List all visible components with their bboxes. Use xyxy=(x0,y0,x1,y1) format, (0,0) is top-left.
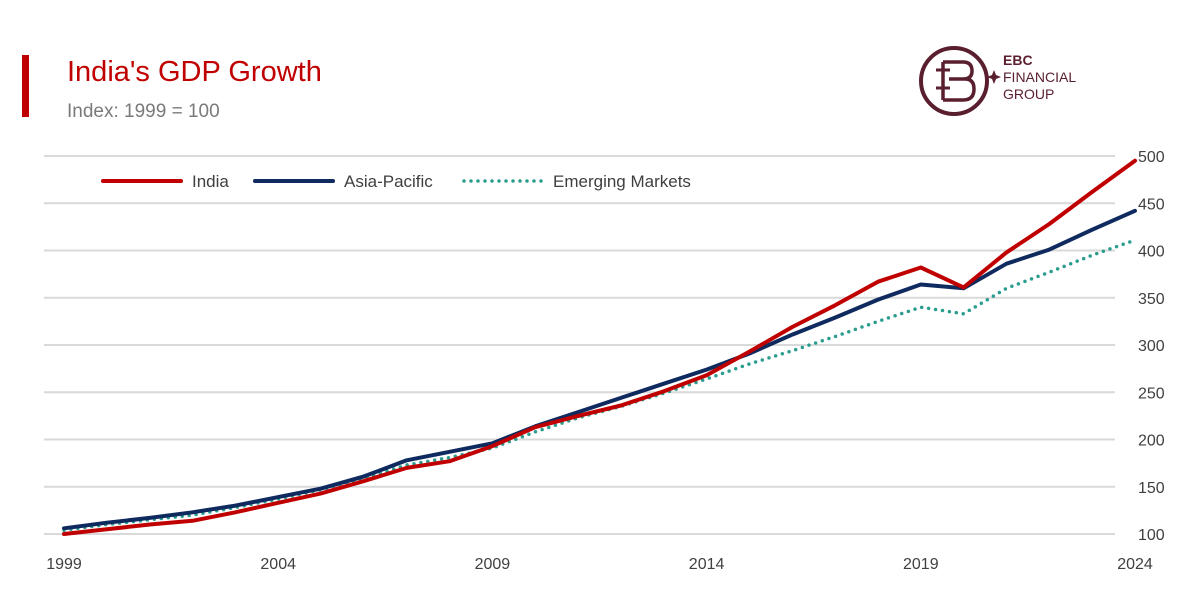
legend-label-india: India xyxy=(192,172,229,191)
logo-line-group: GROUP xyxy=(1003,86,1055,102)
legend-label-asia-pacific: Asia-Pacific xyxy=(344,172,433,191)
series-line-asia-pacific xyxy=(62,208,1137,531)
y-tick-label-100: 100 xyxy=(1138,527,1165,544)
series-line-india xyxy=(62,158,1137,536)
y-tick-label-300: 300 xyxy=(1138,338,1165,355)
logo-text: EBC FINANCIAL GROUP xyxy=(1003,52,1076,103)
x-tick-label-2014: 2014 xyxy=(689,556,725,573)
logo-brand: EBC xyxy=(1003,52,1033,68)
y-tick-label-150: 150 xyxy=(1138,480,1165,497)
x-tick-label-2024: 2024 xyxy=(1117,556,1153,573)
title-accent-bar xyxy=(22,55,29,117)
y-tick-label-250: 250 xyxy=(1138,385,1165,402)
x-tick-label-2009: 2009 xyxy=(475,556,511,573)
logo-line-financial: FINANCIAL xyxy=(1003,69,1077,85)
y-tick-label-400: 400 xyxy=(1138,244,1165,261)
series-line-emerging-markets xyxy=(62,238,1137,532)
legend-label-emerging-markets: Emerging Markets xyxy=(553,172,691,191)
y-tick-label-200: 200 xyxy=(1138,433,1165,450)
y-tick-label-500: 500 xyxy=(1138,149,1165,166)
y-tick-label-450: 450 xyxy=(1138,196,1165,213)
x-tick-label-2019: 2019 xyxy=(903,556,939,573)
chart-title: India's GDP Growth xyxy=(67,56,322,88)
x-tick-label-1999: 1999 xyxy=(46,556,82,573)
ebc-logo-icon xyxy=(919,46,1001,116)
x-tick-label-2004: 2004 xyxy=(260,556,296,573)
y-tick-label-350: 350 xyxy=(1138,291,1165,308)
chart-subtitle: Index: 1999 = 100 xyxy=(67,101,220,122)
